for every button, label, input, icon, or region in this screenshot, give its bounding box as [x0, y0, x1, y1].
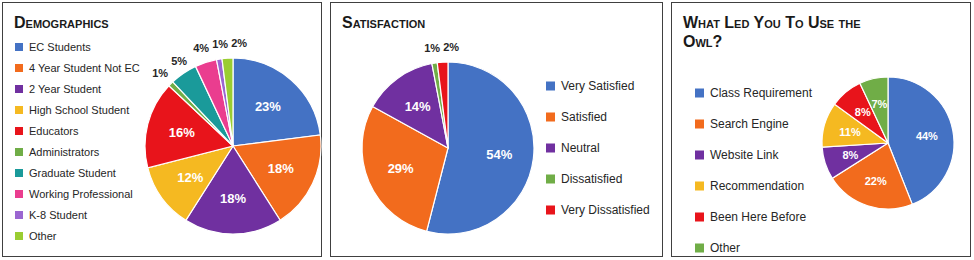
legend-label: Class Requirement — [710, 86, 813, 100]
legend-swatch — [546, 113, 555, 122]
panel: Satisfaction Very Satisfied Satisfied Neutr… — [331, 3, 663, 257]
legend-swatch — [695, 182, 704, 191]
panel-frame — [331, 3, 663, 257]
legend-swatch — [546, 82, 555, 91]
legend: Very Satisfied Satisfied Neutral Dissatisfi… — [546, 79, 650, 217]
data-label: 7% — [871, 98, 887, 110]
chart-root: Demographics EC Students 4 Year Student No… — [0, 0, 974, 260]
data-label: 8% — [855, 106, 871, 118]
legend-swatch — [15, 43, 23, 51]
title-line: What Led You To Use the — [683, 14, 861, 31]
chart-title: What Led You To Use the Owl? — [683, 14, 861, 50]
data-label: 29% — [388, 161, 414, 176]
panel-frame — [3, 3, 322, 257]
legend-swatch — [546, 206, 555, 215]
data-labels: 44%22%8%11%8%7% — [839, 98, 938, 186]
legend-swatch — [15, 85, 23, 93]
pie-slice — [222, 58, 233, 146]
legend-swatch — [15, 169, 23, 177]
legend-label: K-8 Student — [29, 209, 87, 221]
data-label: 1% — [424, 42, 440, 54]
data-label: 44% — [916, 130, 938, 142]
legend-swatch — [695, 244, 704, 253]
legend-label: Dissatisfied — [561, 172, 622, 186]
data-label: 12% — [177, 170, 203, 185]
data-label: 16% — [169, 125, 195, 140]
legend-label: Satisfied — [561, 110, 607, 124]
data-label: 22% — [865, 175, 887, 187]
legend-swatch — [695, 151, 704, 160]
title-line: Owl? — [683, 33, 722, 50]
panel: Demographics EC Students 4 Year Student No… — [3, 3, 322, 257]
data-label: 4% — [193, 42, 209, 54]
panel: What Led You To Use the Owl? Class Require… — [672, 3, 971, 257]
legend-swatch — [15, 190, 23, 198]
slices — [145, 58, 321, 234]
legend-label: EC Students — [29, 41, 91, 53]
legend-label: Administrators — [29, 146, 100, 158]
pie-slice — [373, 64, 448, 148]
legend-swatch — [695, 120, 704, 129]
data-label: 54% — [486, 147, 512, 162]
pie-slice — [432, 63, 448, 148]
legend-label: Been Here Before — [710, 210, 806, 224]
legend: Class Requirement Search Engine Website Li… — [695, 86, 813, 255]
legend-label: Recommendation — [710, 179, 804, 193]
legend-label: Educators — [29, 125, 79, 137]
data-label: 1% — [152, 67, 168, 79]
legend-label: Graduate Student — [29, 167, 116, 179]
chart-title: Demographics — [14, 14, 109, 31]
chart-canvas: Demographics EC Students 4 Year Student No… — [0, 0, 974, 260]
data-label: 8% — [842, 149, 858, 161]
legend-label: High School Student — [29, 104, 129, 116]
title-line: Satisfaction — [342, 14, 425, 31]
legend-swatch — [15, 211, 23, 219]
legend-label: Other — [710, 241, 740, 255]
data-label: 11% — [839, 126, 861, 138]
legend-swatch — [546, 144, 555, 153]
legend-swatch — [15, 106, 23, 114]
chart-title: Satisfaction — [342, 14, 425, 31]
data-labels: 23%18%18%12%16%1%5%4%1%2% — [152, 37, 294, 206]
pie-slice — [822, 143, 888, 178]
legend: EC Students 4 Year Student Not EC 2 Year S… — [15, 41, 140, 242]
page: {"chart_data": [ {"type": "pie", "title"… — [0, 0, 974, 260]
data-label: 18% — [268, 161, 294, 176]
data-label: 18% — [220, 191, 246, 206]
pie-slice — [437, 62, 448, 148]
title-line: Demographics — [14, 14, 109, 31]
legend-label: Neutral — [561, 141, 600, 155]
data-label: 14% — [405, 99, 431, 114]
data-label: 23% — [255, 99, 281, 114]
data-labels: 54% 29% 14% 1%2% — [388, 41, 513, 176]
legend-swatch — [15, 127, 23, 135]
panel-frame — [672, 3, 971, 257]
legend-label: 2 Year Student — [29, 83, 101, 95]
legend-label: Website Link — [710, 148, 779, 162]
legend-swatch — [695, 213, 704, 222]
legend-label: Other — [29, 230, 57, 242]
legend-label: Very Dissatisfied — [561, 203, 650, 217]
data-label: 1% — [212, 38, 228, 50]
slices — [362, 62, 534, 234]
legend-label: Search Engine — [710, 117, 789, 131]
pie-slice — [233, 58, 320, 146]
data-label: 2% — [231, 37, 247, 49]
legend-label: Very Satisfied — [561, 79, 634, 93]
legend-swatch — [15, 148, 23, 156]
legend-swatch — [546, 175, 555, 184]
legend-swatch — [695, 89, 704, 98]
slices — [822, 77, 954, 209]
pie-slice — [217, 59, 233, 146]
data-label: 2% — [443, 41, 459, 53]
legend-swatch — [15, 64, 23, 72]
data-label: 5% — [171, 55, 187, 67]
legend-swatch — [15, 232, 23, 240]
legend-label: 4 Year Student Not EC — [29, 62, 140, 74]
legend-label: Working Professional — [29, 188, 133, 200]
